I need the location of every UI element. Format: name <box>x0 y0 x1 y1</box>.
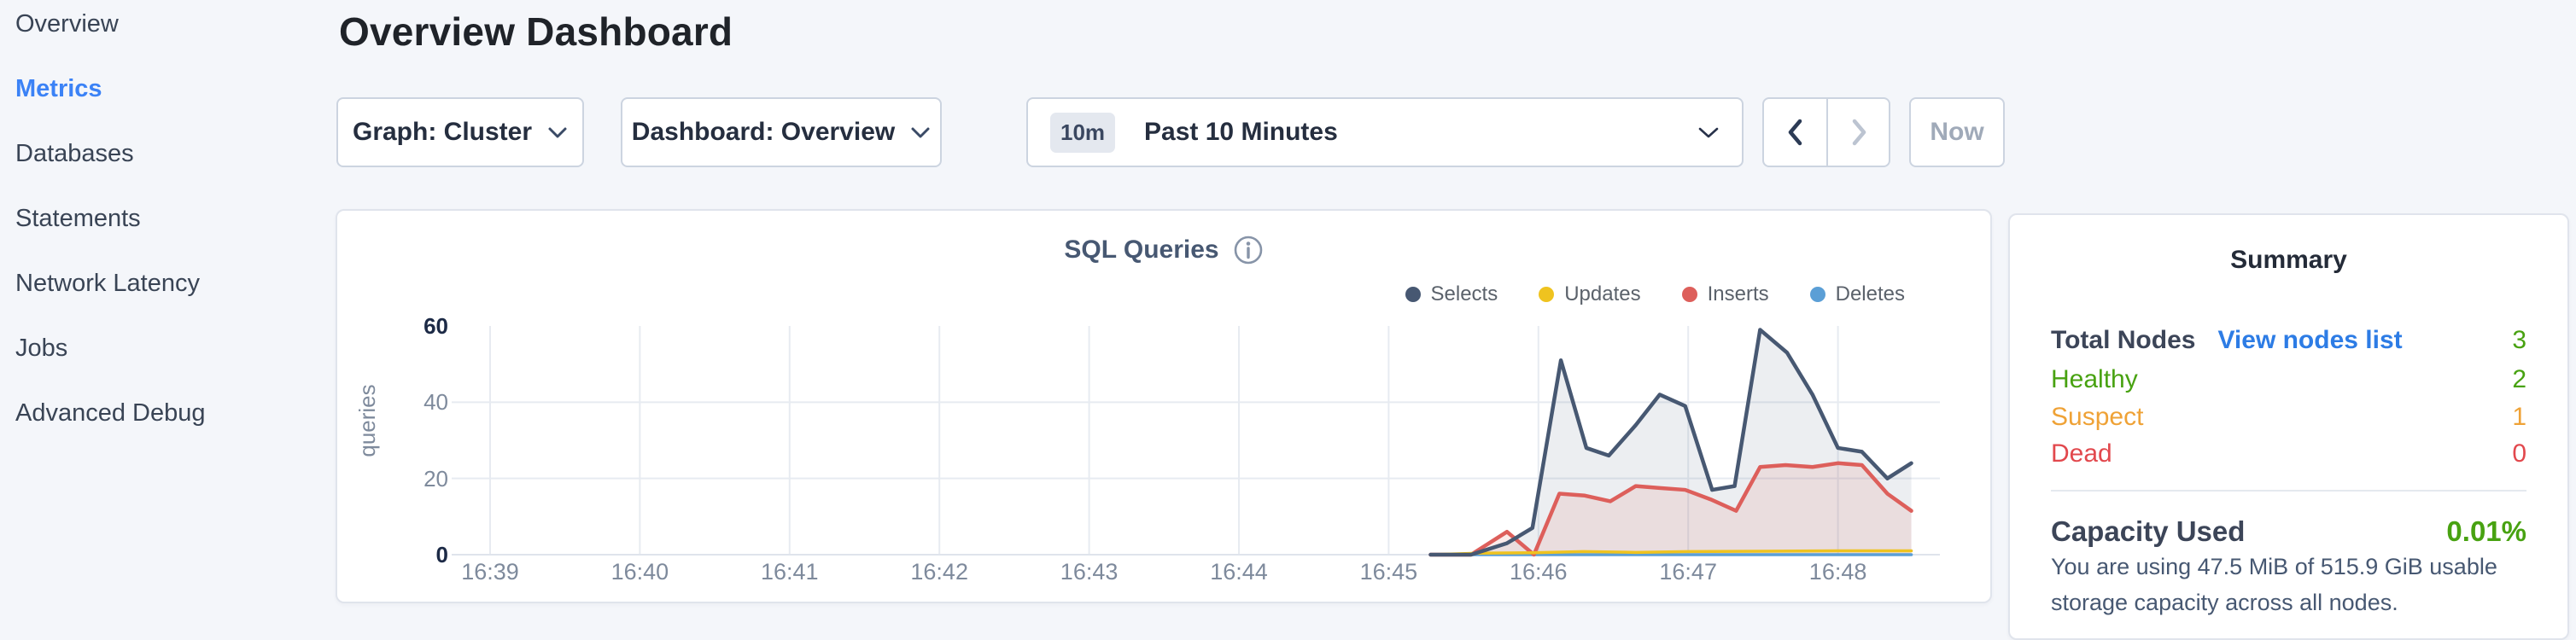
page-title: Overview Dashboard <box>339 9 733 54</box>
x-tick-label: 16:47 <box>1659 559 1717 585</box>
x-tick-label: 16:43 <box>1060 559 1119 585</box>
sidebar: Overview Metrics Databases Statements Ne… <box>0 0 324 623</box>
chevron-left-icon <box>1788 119 1802 146</box>
healthy-label: Healthy <box>2051 365 2138 393</box>
graph-dropdown[interactable]: Graph: Cluster <box>336 97 584 167</box>
legend-item-deletes[interactable]: Deletes <box>1809 282 1905 306</box>
x-tick-label: 16:44 <box>1210 559 1268 585</box>
time-step-control <box>1762 97 1890 167</box>
total-nodes-label: Total Nodes <box>2051 326 2196 354</box>
y-tick-label: 40 <box>423 389 448 416</box>
legend-label: Updates <box>1564 282 1641 305</box>
legend-dot <box>1681 287 1697 302</box>
series-area-selects <box>1430 329 1912 555</box>
time-range-dropdown[interactable]: 10m Past 10 Minutes <box>1026 97 1744 167</box>
dead-label: Dead <box>2051 439 2112 468</box>
view-nodes-list-link[interactable]: View nodes list <box>2217 326 2403 354</box>
dashboard-dropdown[interactable]: Dashboard: Overview <box>621 97 942 167</box>
legend-dot <box>1539 287 1555 302</box>
x-tick-label: 16:42 <box>910 559 968 585</box>
chart-legend: Selects Updates Inserts Deletes <box>1405 282 1905 306</box>
x-tick-label: 16:46 <box>1510 559 1568 585</box>
dashboard-dropdown-label: Dashboard: Overview <box>631 118 896 146</box>
legend-dot <box>1405 287 1421 302</box>
graph-dropdown-label: Graph: Cluster <box>352 118 533 146</box>
sidebar-item-statements[interactable]: Statements <box>15 204 141 232</box>
legend-item-selects[interactable]: Selects <box>1405 282 1498 306</box>
now-button[interactable]: Now <box>1909 97 2005 167</box>
total-nodes-row: Total Nodes View nodes list 3 <box>2051 321 2526 360</box>
summary-title: Summary <box>2230 246 2347 274</box>
legend-label: Deletes <box>1835 282 1905 305</box>
y-tick-label: 0 <box>435 542 448 567</box>
sidebar-nav: Overview Metrics Databases Statements Ne… <box>0 0 324 445</box>
capacity-row: Capacity Used 0.01% <box>2051 512 2526 551</box>
x-tick-label: 16:39 <box>461 559 519 585</box>
x-tick-label: 16:40 <box>610 559 669 585</box>
sidebar-item-network-latency[interactable]: Network Latency <box>15 269 200 297</box>
summary-divider <box>2051 490 2526 492</box>
time-step-forward-button[interactable] <box>1826 99 1889 166</box>
legend-dot <box>1809 287 1825 302</box>
capacity-description: You are using 47.5 MiB of 515.9 GiB usab… <box>2051 554 2497 615</box>
capacity-used-value: 0.01% <box>2446 515 2526 547</box>
legend-label: Inserts <box>1707 282 1769 305</box>
legend-item-inserts[interactable]: Inserts <box>1681 282 1769 306</box>
time-step-back-button[interactable] <box>1764 99 1826 166</box>
series-area-inserts <box>1430 463 1912 555</box>
dead-value: 0 <box>2512 439 2526 468</box>
healthy-value: 2 <box>2512 365 2526 393</box>
suspect-label: Suspect <box>2051 403 2144 431</box>
capacity-used-label: Capacity Used <box>2051 515 2246 547</box>
chevron-down-icon <box>548 127 567 137</box>
total-nodes-value: 3 <box>2512 326 2526 354</box>
sidebar-item-jobs[interactable]: Jobs <box>15 334 68 362</box>
chevron-down-icon <box>911 127 930 137</box>
series-line-selects <box>1428 328 1913 557</box>
suspect-value: 1 <box>2512 403 2526 431</box>
chart-title-row: SQL Queries <box>337 235 1990 265</box>
info-icon[interactable] <box>1233 235 1264 265</box>
sql-queries-chart-card: SQL Queries Selects Updates Inserts Deletes… <box>336 209 1992 603</box>
y-tick-label: 20 <box>423 465 448 492</box>
summary-card: Summary Total Nodes View nodes list 3 He… <box>2008 213 2569 640</box>
sidebar-item-metrics[interactable]: Metrics <box>15 74 102 102</box>
dead-nodes-row: Dead 0 <box>2051 434 2526 474</box>
sidebar-item-databases[interactable]: Databases <box>15 139 134 167</box>
healthy-nodes-row: Healthy 2 <box>2051 360 2526 399</box>
legend-item-updates[interactable]: Updates <box>1539 282 1641 306</box>
sidebar-item-overview[interactable]: Overview <box>15 9 119 38</box>
chevron-down-icon <box>1698 127 1719 137</box>
y-tick-label: 60 <box>423 313 448 339</box>
chevron-right-icon <box>1852 119 1866 146</box>
time-range-badge: 10m <box>1050 112 1116 153</box>
chart-title: SQL Queries <box>1064 236 1219 264</box>
chart-plot-area[interactable] <box>429 317 1957 567</box>
x-tick-label: 16:45 <box>1359 559 1418 585</box>
legend-label: Selects <box>1430 282 1498 305</box>
time-range-label: Past 10 Minutes <box>1144 118 1338 146</box>
suspect-nodes-row: Suspect 1 <box>2051 398 2526 437</box>
x-tick-label: 16:48 <box>1808 559 1867 585</box>
series-line-updates <box>1428 549 1913 556</box>
sidebar-item-advanced-debug[interactable]: Advanced Debug <box>15 399 206 427</box>
series-line-inserts <box>1428 461 1913 557</box>
x-tick-label: 16:41 <box>761 559 819 585</box>
